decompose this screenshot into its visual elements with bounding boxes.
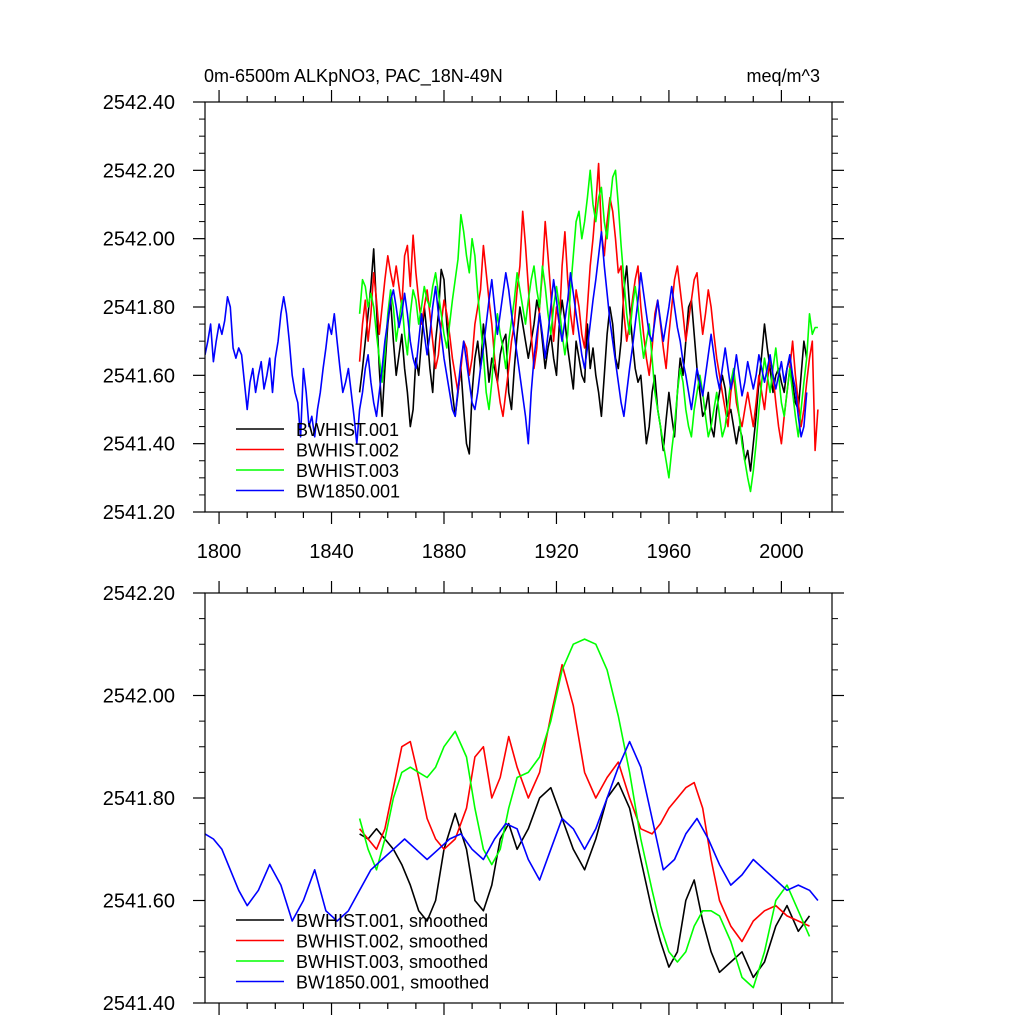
legend-label: BW1850.001 [296, 482, 400, 502]
chart-units: meq/m^3 [747, 66, 820, 86]
legend-label: BWHIST.003, smoothed [296, 952, 488, 972]
series-lines [205, 162, 819, 493]
series-line-1 [358, 663, 810, 943]
legend-label: BWHIST.003 [296, 461, 399, 481]
x-tick-label: 1920 [534, 541, 579, 563]
y-tick-label: 2542.00 [103, 686, 175, 708]
y-tick-label: 2541.40 [103, 993, 175, 1015]
legend-label: BWHIST.002 [296, 441, 399, 461]
x-tick-label: 1880 [422, 541, 467, 563]
y-tick-label: 2541.40 [103, 434, 175, 456]
y-tick-label: 2541.60 [103, 891, 175, 913]
x-tick-label: 2000 [759, 541, 804, 563]
legend-label: BW1850.001, smoothed [296, 973, 489, 993]
x-tick-label: 1960 [647, 541, 692, 563]
y-tick-label: 2542.20 [103, 583, 175, 605]
y-tick-label: 2542.20 [103, 160, 175, 182]
series-lines [205, 638, 819, 989]
x-tick-label: 1800 [197, 541, 242, 563]
legend-label: BWHIST.002, smoothed [296, 932, 488, 952]
top-panel: 2541.20 2541.40 2541.60 2541.80 2542.00 2542.… [103, 90, 844, 563]
series-line-2 [358, 169, 818, 493]
y-tick-label: 2541.80 [103, 788, 175, 810]
y-tick-label: 2541.80 [103, 297, 175, 319]
y-tick-label: 2541.60 [103, 365, 175, 387]
chart-title: 0m-6500m ALKpNO3, PAC_18N-49N [204, 66, 503, 87]
y-tick-label: 2542.00 [103, 229, 175, 251]
bottom-panel: 2541.40 2541.60 2541.80 2542.00 2542.20 BWHIS… [103, 581, 844, 1015]
legend-label: BWHIST.001, smoothed [296, 911, 488, 931]
series-line-1 [358, 162, 819, 452]
series-line-0 [359, 781, 811, 979]
x-tick-label: 1840 [309, 541, 354, 563]
series-line-0 [358, 248, 808, 472]
y-tick-label: 2542.40 [103, 92, 175, 114]
series-line-3 [205, 740, 819, 922]
series-line-2 [358, 638, 811, 989]
series-line-3 [205, 231, 808, 445]
y-tick-label: 2541.20 [103, 502, 175, 524]
legend-label: BWHIST.001 [296, 420, 399, 440]
